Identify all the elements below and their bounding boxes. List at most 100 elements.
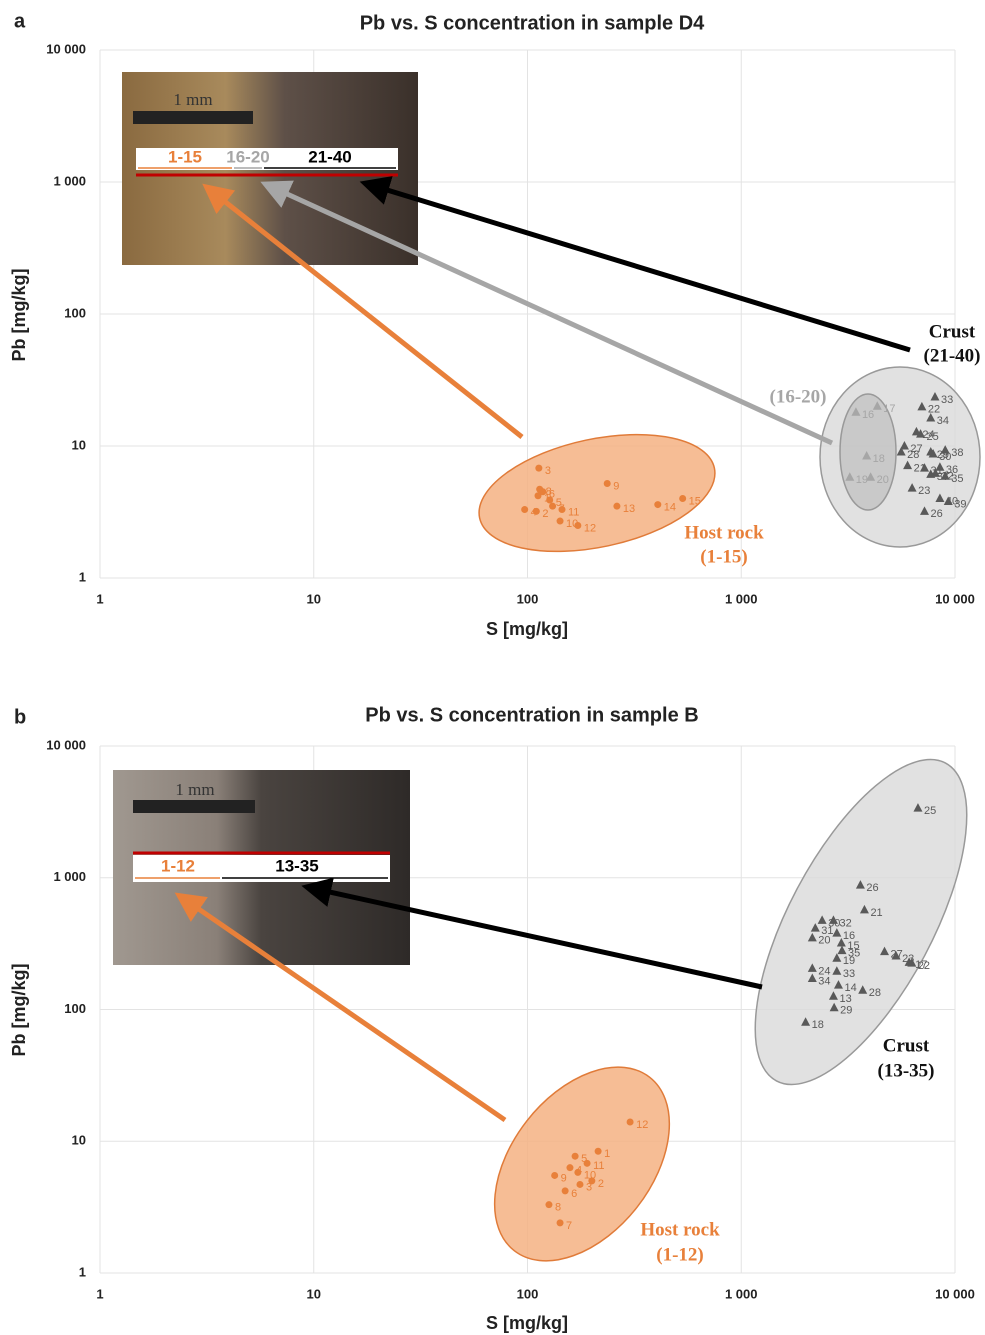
point-label: 23	[918, 485, 930, 497]
y-tick-label: 1	[79, 1264, 86, 1279]
annotation: (21-40)	[924, 345, 981, 366]
point-label: 4	[531, 506, 537, 518]
point	[521, 506, 528, 513]
point-label: 26	[866, 882, 878, 894]
point-label: 7	[566, 1220, 572, 1232]
point-label: 2	[542, 508, 548, 520]
y-tick-label: 1	[79, 569, 86, 584]
point-label: 32	[839, 917, 851, 929]
point-label: 3	[545, 465, 551, 477]
figure: a Pb vs. S concentration in sample D4 S …	[0, 0, 985, 1335]
point-label: 28	[907, 449, 919, 461]
point-label: 34	[937, 415, 949, 427]
point	[576, 1181, 583, 1188]
point-label: 21	[870, 907, 882, 919]
point-label: 1	[604, 1148, 610, 1160]
point	[545, 1201, 552, 1208]
point-label: 35	[848, 947, 860, 959]
panel-label: b	[14, 706, 26, 728]
point-label: 18	[873, 453, 885, 465]
x-tick-label: 1 000	[725, 1286, 758, 1301]
y-tick-label: 10	[72, 1133, 86, 1148]
scale-label: 1 mm	[173, 90, 212, 109]
point	[679, 495, 686, 502]
point-label: 6	[571, 1188, 577, 1200]
point-label: 33	[843, 968, 855, 980]
point	[566, 1164, 573, 1171]
inset-label: 13-35	[275, 856, 318, 875]
annotation: Crust	[883, 1035, 930, 1056]
point-label: 26	[931, 508, 943, 520]
annotation: (1-15)	[700, 546, 747, 567]
point-label: 40	[946, 495, 958, 507]
y-tick-label: 10	[72, 437, 86, 452]
point-label: 28	[869, 987, 881, 999]
point-label: 12	[636, 1119, 648, 1131]
point	[535, 465, 542, 472]
point-label: 16	[862, 409, 874, 421]
panel-label: a	[14, 10, 26, 32]
y-tick-label: 100	[64, 1001, 86, 1016]
scale-label: 1 mm	[175, 780, 214, 799]
x-tick-label: 1 000	[725, 591, 758, 606]
inset-label: 16-20	[226, 147, 269, 166]
point-label: 34	[818, 975, 830, 987]
point-label: 29	[840, 1005, 852, 1017]
annotation: Host rock	[684, 522, 764, 543]
point-label: 11	[568, 506, 579, 518]
scale-bar	[133, 800, 255, 813]
y-tick-label: 1 000	[53, 173, 86, 188]
group-ellipse	[468, 415, 725, 571]
scale-bar	[133, 111, 253, 124]
point-label: 25	[927, 431, 939, 443]
x-tick-label: 1	[96, 1286, 103, 1301]
point	[574, 1169, 581, 1176]
point	[558, 506, 565, 513]
point-label: 31	[821, 925, 833, 937]
point-label: 14	[844, 982, 856, 994]
point	[627, 1118, 634, 1125]
point-label: 14	[664, 501, 676, 513]
point-label: 9	[613, 480, 619, 492]
point-label: 20	[877, 474, 889, 486]
point-label: 12	[584, 522, 596, 534]
point-label: 8	[555, 1202, 561, 1214]
chart-b: b Pb vs. S concentration in sample B S […	[9, 704, 985, 1332]
x-tick-label: 10 000	[935, 591, 975, 606]
point-label: 18	[812, 1019, 824, 1031]
point-label: 8	[546, 486, 552, 498]
point-label: 33	[941, 394, 953, 406]
point-label: 37	[937, 471, 949, 483]
point-label: 16	[843, 930, 855, 942]
annotation: (1-12)	[656, 1244, 703, 1265]
point	[654, 501, 661, 508]
annotation: (13-35)	[878, 1060, 935, 1081]
x-tick-label: 1	[96, 591, 103, 606]
chart-a: a Pb vs. S concentration in sample D4 S …	[9, 10, 981, 638]
x-axis-label: S [mg/kg]	[486, 1313, 568, 1333]
point-label: 13	[839, 993, 851, 1005]
point	[551, 1172, 558, 1179]
point	[572, 1153, 579, 1160]
y-tick-label: 1 000	[53, 869, 86, 884]
point	[595, 1148, 602, 1155]
annotation: (16-20)	[770, 386, 827, 407]
point-label: 27	[891, 949, 903, 961]
point-label: 15	[689, 495, 701, 507]
chart-title: Pb vs. S concentration in sample B	[365, 704, 698, 726]
point-label: 23	[902, 953, 914, 965]
inset-label: 21-40	[308, 147, 351, 166]
point-label: 19	[856, 474, 868, 486]
point-label: 13	[623, 503, 635, 515]
point	[557, 518, 564, 525]
point	[604, 480, 611, 487]
point-label: 17	[883, 403, 895, 415]
point-label: 38	[951, 447, 963, 459]
arrow	[274, 188, 832, 443]
x-tick-label: 10	[307, 591, 321, 606]
x-axis-label: S [mg/kg]	[486, 619, 568, 639]
x-tick-label: 100	[517, 591, 539, 606]
x-tick-label: 10	[307, 1286, 321, 1301]
y-tick-label: 10 000	[46, 41, 86, 56]
point	[613, 503, 620, 510]
